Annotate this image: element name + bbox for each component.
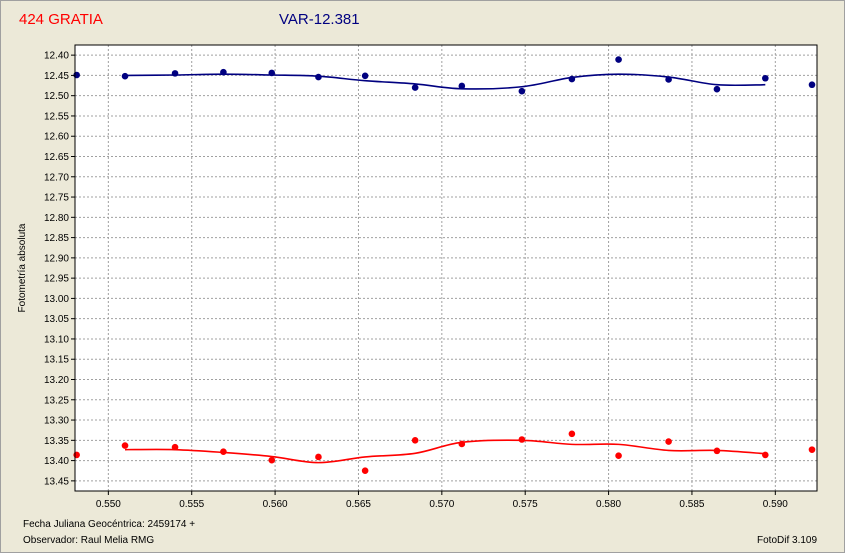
y-tick-label: 12.90 — [44, 253, 69, 264]
x-tick-label: 0.580 — [596, 499, 621, 510]
plot-border — [74, 44, 818, 492]
variable-data-point — [361, 467, 369, 475]
y-tick-label: 12.80 — [44, 213, 69, 224]
y-tick-label: 13.30 — [44, 416, 69, 427]
x-tick-label: 0.565 — [346, 499, 371, 510]
x-tick-label: 0.585 — [679, 499, 704, 510]
y-tick-label: 13.45 — [44, 476, 69, 487]
y-tick-label: 12.50 — [44, 91, 69, 102]
object-title: 424 GRATIA — [19, 11, 103, 28]
y-tick-label: 12.40 — [44, 51, 69, 62]
comparison-data-point — [665, 76, 672, 83]
y-tick-label: 13.10 — [44, 334, 69, 345]
x-tick-label: 0.560 — [263, 499, 288, 510]
plot-area — [75, 45, 817, 491]
date-label: Fecha Juliana Geocéntrica: 2459174 + — [23, 519, 196, 530]
variable-data-point — [220, 448, 227, 455]
variable-data-point — [458, 440, 466, 448]
y-tick-label: 13.00 — [44, 294, 69, 305]
y-tick-label: 12.55 — [44, 111, 69, 122]
variable-data-point — [713, 447, 721, 455]
comparison-data-point — [268, 69, 276, 77]
comparison-data-point — [615, 56, 622, 63]
variable-data-point — [315, 453, 322, 461]
variable-data-point — [411, 437, 419, 444]
fit-curves — [125, 73, 766, 464]
y-tick-label: 13.40 — [44, 456, 69, 467]
y-tick-label: 13.35 — [44, 436, 69, 447]
comparison-data-point — [220, 68, 227, 76]
variable-data-point — [171, 443, 179, 451]
x-tick-label: 0.590 — [763, 499, 788, 510]
y-tick-label: 13.20 — [44, 375, 69, 386]
x-tick-label: 0.575 — [513, 499, 538, 510]
y-tick-label: 13.05 — [44, 314, 69, 325]
y-axis-ticks: 12.40 12.45 12.50 12.55 12.60 12.65 12.70 12.75… — [44, 51, 75, 487]
y-tick-label: 12.60 — [44, 132, 69, 143]
x-tick-label: 0.555 — [179, 499, 204, 510]
y-tick-label: 13.15 — [44, 355, 69, 366]
comparison-data-point — [568, 75, 576, 83]
comparison-data-point — [713, 85, 721, 93]
comparison-data-point — [518, 87, 526, 95]
y-tick-label: 12.70 — [44, 172, 69, 183]
variable-data-point — [518, 436, 526, 443]
variable-data-point — [73, 451, 80, 459]
x-axis-ticks: 0.550 0.555 0.560 0.565 0.570 0.575 0.580 0.585… — [96, 491, 788, 510]
y-tick-label: 12.85 — [44, 233, 69, 244]
y-axis-label: Fotometría absoluta — [17, 223, 28, 312]
comparison-data-point — [458, 82, 466, 90]
variable-data-point — [665, 438, 672, 445]
comparison-data-point — [361, 72, 369, 80]
comparison-fit-line — [125, 73, 766, 90]
comparison-data-point — [762, 74, 769, 82]
variable-fit-line — [125, 439, 766, 464]
variable-data-point — [762, 451, 769, 459]
y-tick-label: 13.25 — [44, 395, 69, 406]
variable-data-point — [808, 446, 816, 453]
y-tick-label: 12.75 — [44, 193, 69, 204]
x-tick-label: 0.570 — [429, 499, 454, 510]
variable-title: VAR-12.381 — [279, 11, 360, 28]
y-tick-label: 12.45 — [44, 71, 69, 82]
variable-data-point — [615, 452, 622, 460]
software-label: FotoDif 3.109 — [757, 535, 818, 546]
x-tick-label: 0.550 — [96, 499, 121, 510]
observer-label: Observador: Raul Melia RMG — [23, 535, 155, 546]
data-points — [73, 56, 816, 475]
variable-data-point — [121, 442, 129, 449]
variable-data-point — [568, 430, 576, 438]
variable-data-point — [268, 456, 276, 464]
comparison-data-point — [121, 72, 129, 80]
comparison-data-point — [411, 84, 419, 91]
y-tick-label: 12.95 — [44, 274, 69, 285]
comparison-data-point — [808, 81, 816, 89]
comparison-data-point — [315, 73, 322, 81]
comparison-data-point — [171, 70, 179, 77]
y-tick-label: 12.65 — [44, 152, 69, 163]
